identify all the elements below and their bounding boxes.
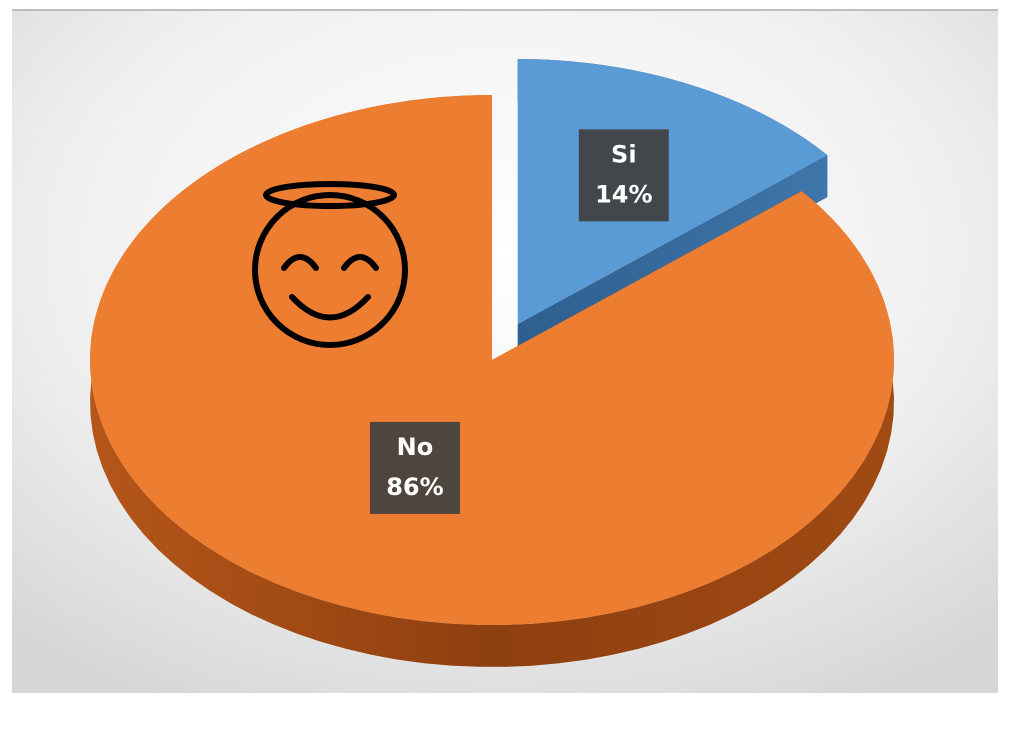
face bbox=[252, 192, 408, 348]
mouth bbox=[289, 294, 371, 321]
halo bbox=[263, 181, 397, 209]
labels: Si 14% No 86% bbox=[369, 129, 669, 514]
eye bbox=[341, 254, 379, 271]
slice bbox=[89, 95, 894, 625]
value-label: 86% bbox=[386, 473, 443, 501]
category-label: Si bbox=[611, 140, 637, 168]
slice bbox=[517, 59, 828, 325]
angel-emoji bbox=[252, 181, 408, 348]
pie bbox=[89, 59, 895, 667]
eye bbox=[281, 254, 319, 271]
value-label: 14% bbox=[595, 180, 652, 208]
label-box bbox=[578, 129, 669, 222]
category-label: No bbox=[397, 433, 434, 461]
label-box bbox=[369, 421, 460, 514]
